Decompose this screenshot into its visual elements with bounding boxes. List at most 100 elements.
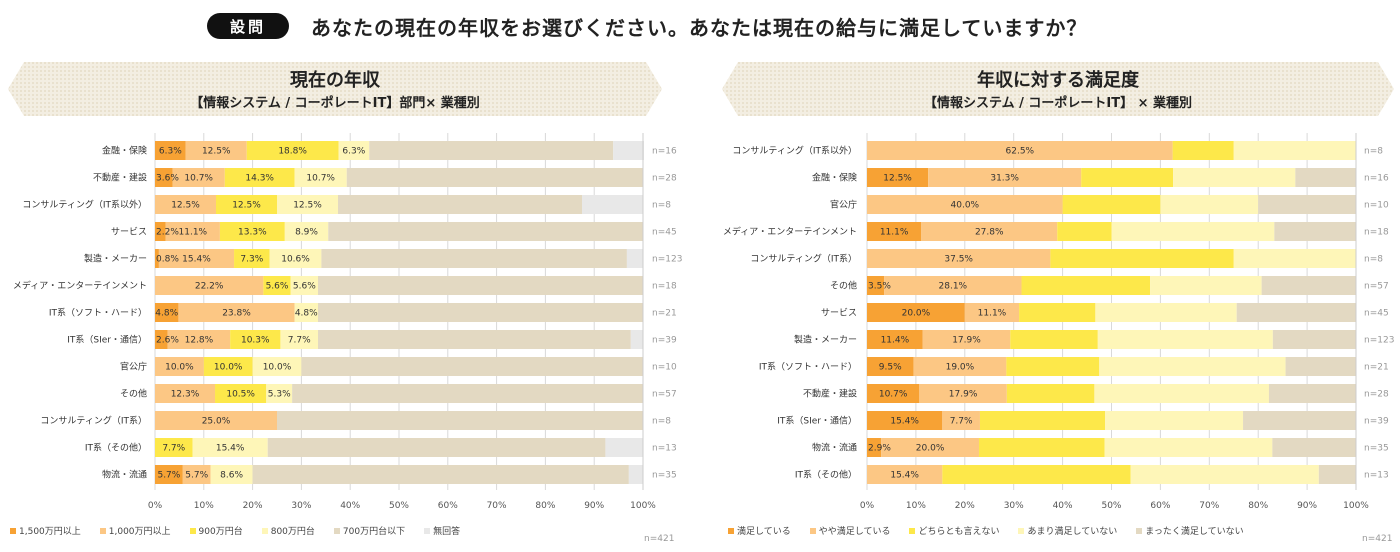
bar-segment [155,195,216,214]
sample-size-label: n=21 [1364,363,1389,373]
data-label: 12.5% [232,201,261,211]
bar-segment [867,141,1173,160]
bar-segment [1243,411,1356,430]
data-label: 20.0% [916,444,945,454]
legend-swatch [728,527,734,534]
bar-segment [317,276,644,295]
category-label: 不動産・建設 [93,172,147,184]
bar-segment [1081,168,1174,187]
chart-svg: 0% 10% 20% 30% 40% 50% 60% 70% 80% 90% 100% 金融・保険 6.… [13,133,682,511]
bar-segment [922,330,1011,349]
bar-segment [979,411,1106,430]
bar-segment [867,384,920,403]
x-tick-label: 50% [389,501,409,511]
bar-segment [942,465,1131,484]
sample-size-label: n=13 [652,444,677,454]
data-label: 4.8% [295,309,318,319]
legend-swatch [424,527,431,534]
bar-segment [867,222,922,241]
data-label: 12.3% [171,390,200,400]
data-label: 7.7% [950,417,973,427]
x-tick-label: 50% [1101,501,1121,511]
category-label: サービス [111,227,147,238]
data-label: 11.1% [978,309,1007,319]
sample-size-label: n=13 [1364,471,1389,481]
bar-segment [1268,384,1357,403]
x-tick-label: 60% [1150,501,1170,511]
category-label: 不動産・建設 [803,388,857,400]
data-label: 7.3% [240,255,263,265]
data-label: 37.5% [944,255,973,265]
right-chart-subtitle: 【情報システム / コーポレートIT】 × 業種別 [923,96,1193,111]
bar-segment [1006,357,1100,376]
bar-segment [867,438,882,457]
sample-size-label: n=16 [652,147,677,157]
bar-segment [215,384,267,403]
x-tick-label: 10% [906,501,926,511]
legend-item: 900万円台 [189,524,243,537]
bar-segment [178,303,295,322]
question-text: あなたの現在の年収をお選びください。あなたは現在の給与に満足していますか？ [311,15,1088,40]
data-label: 6.3% [159,147,182,157]
bar-segment [1274,222,1356,241]
bar-segment [294,168,347,187]
legend-item: 1,500万円以上 [10,524,81,537]
bar-segment [167,330,231,349]
data-label: 17.9% [952,336,981,346]
data-label: 10.0% [214,363,243,373]
bar-segment [155,438,193,457]
legend-item: 無回答 [424,524,460,537]
category-label: その他 [830,280,857,292]
bar-segment [155,384,216,403]
sample-size-label: n=123 [1364,336,1394,346]
bar-segment [605,438,643,457]
legend-item: 1,000万円以上 [99,524,171,537]
bar-segment [582,195,643,214]
bar-segment [1173,168,1296,187]
legend-item: 800万円台 [261,524,315,537]
x-tick-label: 30% [1004,501,1024,511]
left-stacked-bar-chart: 0% 10% 20% 30% 40% 50% 60% 70% 80% 90% 100% 金融・保険 6.… [0,130,700,522]
bar-segment [1010,330,1098,349]
bar-segment [292,384,643,403]
category-label: IT系（その他） [85,442,147,454]
data-label: 25.0% [202,417,231,427]
chart-svg: 0% 10% 20% 30% 40% 50% 60% 70% 80% 90% 100% コンサルティン… [723,133,1394,511]
bar-segment [964,303,1020,322]
category-label: メディア・エンターテインメント [13,280,147,292]
category-label: メディア・エンターテインメント [723,226,857,238]
x-tick-label: 90% [1297,501,1317,511]
legend-item: どちらとも言えない [909,524,999,537]
bar-segment [155,141,186,160]
banner-shape [8,62,662,116]
legend-label: あまり満足していない [1027,527,1118,537]
sample-size-label: n=123 [652,255,682,265]
bar-segment [613,141,644,160]
x-tick-label: 80% [535,501,555,511]
data-label: 11.1% [179,228,208,238]
bar-segment [346,168,643,187]
sample-size-label: n=45 [652,228,677,238]
sample-size-label: n=39 [652,336,677,346]
x-tick-label: 100% [1343,501,1369,511]
bar-segment [155,276,264,295]
legend-label: やや満足している [818,527,891,537]
bar-segment [1233,141,1356,160]
left-chart-subtitle: 【情報システム / コーポレートIT】部門× 業種別 [190,96,480,111]
bar-segment [867,303,965,322]
x-tick-label: 0% [860,501,875,511]
left-chart-legend: 1,500万円以上 1,000万円以上 900万円台 800万円台 700万円台以下 無回… [10,524,479,537]
bar-segment [630,330,644,349]
legend-item: やや満足している [809,524,891,537]
data-label: 8.6% [220,471,243,481]
bar-segment [321,249,627,268]
category-label: 官公庁 [120,361,147,373]
bar-segment [867,465,943,484]
x-tick-label: 40% [340,501,360,511]
data-label: 6.3% [342,147,365,157]
data-label: 62.5% [1006,147,1035,157]
category-label: IT系（その他） [795,469,857,481]
data-label: 31.3% [990,174,1019,184]
category-label: IT系（ソフト・ハード） [49,308,147,319]
bar-segment [1318,465,1357,484]
